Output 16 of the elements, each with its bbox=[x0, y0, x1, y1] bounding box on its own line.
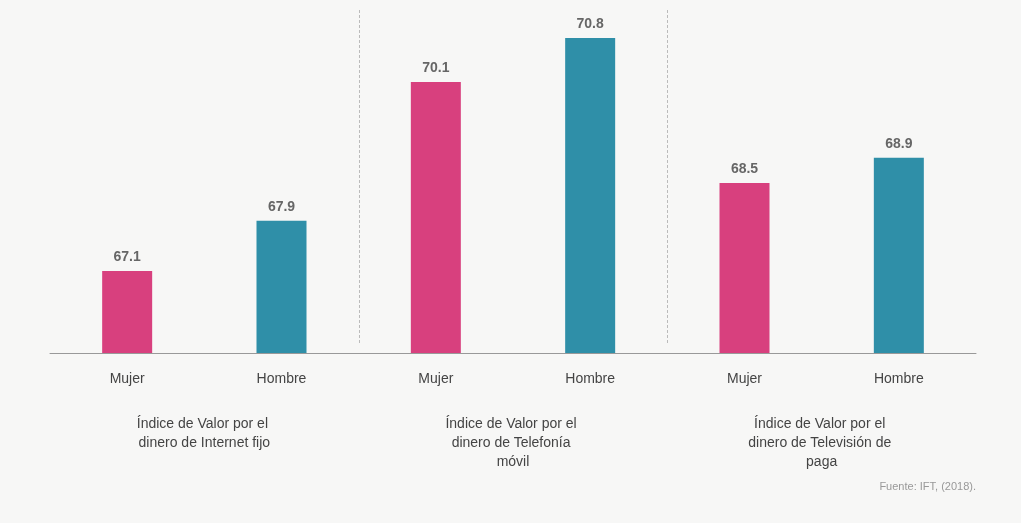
data-label: 68.9 bbox=[885, 134, 913, 151]
data-label: 67.9 bbox=[267, 197, 296, 214]
data-label: 70.1 bbox=[422, 59, 450, 76]
text: Índice de Valor por el dinero de Telefonía móvil bbox=[445, 414, 581, 469]
source-note: Fuente: IFT, (2018). bbox=[879, 479, 977, 492]
text: Índice de Valor por el dinero de Internet fijo bbox=[136, 414, 272, 450]
x-tick-label: Mujer bbox=[109, 370, 145, 386]
text: Índice de Valor por el dinero de Televisión de paga bbox=[748, 414, 896, 469]
data-label: 67.1 bbox=[113, 248, 141, 265]
x-tick-label: Mujer bbox=[726, 370, 763, 386]
data-label: 70.8 bbox=[576, 15, 604, 31]
x-tick-label: Hombre bbox=[256, 370, 307, 386]
x-tick-label: Mujer bbox=[418, 370, 454, 386]
x-tick-label: Hombre bbox=[873, 370, 924, 386]
data-label: 68.5 bbox=[730, 159, 759, 176]
x-tick-label: Hombre bbox=[565, 370, 616, 386]
